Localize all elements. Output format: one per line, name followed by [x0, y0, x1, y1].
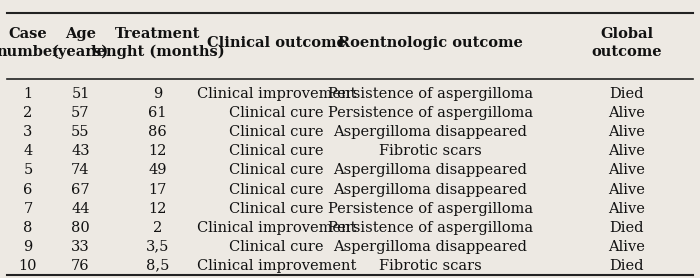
Text: Died: Died [609, 259, 644, 273]
Text: 5: 5 [23, 163, 33, 177]
Text: Alive: Alive [608, 163, 645, 177]
Text: Fibrotic scars: Fibrotic scars [379, 259, 482, 273]
Text: Global
outcome: Global outcome [592, 28, 662, 59]
Text: Case
number: Case number [0, 28, 60, 59]
Text: Clinical outcome: Clinical outcome [207, 36, 346, 50]
Text: Clinical cure: Clinical cure [230, 106, 323, 120]
Text: Persistence of aspergilloma: Persistence of aspergilloma [328, 106, 533, 120]
Text: Alive: Alive [608, 106, 645, 120]
Text: 44: 44 [71, 202, 90, 215]
Text: Persistence of aspergilloma: Persistence of aspergilloma [328, 87, 533, 101]
Text: 8: 8 [23, 221, 33, 235]
Text: Clinical improvement: Clinical improvement [197, 221, 356, 235]
Text: 2: 2 [153, 221, 162, 235]
Text: 61: 61 [148, 106, 167, 120]
Text: Clinical improvement: Clinical improvement [197, 259, 356, 273]
Text: 6: 6 [23, 183, 33, 197]
Text: Clinical cure: Clinical cure [230, 163, 323, 177]
Text: 10: 10 [19, 259, 37, 273]
Text: Persistence of aspergilloma: Persistence of aspergilloma [328, 221, 533, 235]
Text: Alive: Alive [608, 183, 645, 197]
Text: Fibrotic scars: Fibrotic scars [379, 145, 482, 158]
Text: Treatment
lenght (months): Treatment lenght (months) [91, 27, 224, 59]
Text: 3,5: 3,5 [146, 240, 169, 254]
Text: 51: 51 [71, 87, 90, 101]
Text: 3: 3 [23, 125, 33, 139]
Text: 76: 76 [71, 259, 90, 273]
Text: Died: Died [609, 87, 644, 101]
Text: Clinical cure: Clinical cure [230, 145, 323, 158]
Text: Alive: Alive [608, 202, 645, 215]
Text: Clinical cure: Clinical cure [230, 125, 323, 139]
Text: 67: 67 [71, 183, 90, 197]
Text: Alive: Alive [608, 125, 645, 139]
Text: Died: Died [609, 221, 644, 235]
Text: 86: 86 [148, 125, 167, 139]
Text: 12: 12 [148, 145, 167, 158]
Text: 74: 74 [71, 163, 90, 177]
Text: Aspergilloma disappeared: Aspergilloma disappeared [334, 125, 527, 139]
Text: 49: 49 [148, 163, 167, 177]
Text: Clinical cure: Clinical cure [230, 240, 323, 254]
Text: Alive: Alive [608, 240, 645, 254]
Text: 2: 2 [23, 106, 33, 120]
Text: Aspergilloma disappeared: Aspergilloma disappeared [334, 183, 527, 197]
Text: 43: 43 [71, 145, 90, 158]
Text: Clinical cure: Clinical cure [230, 183, 323, 197]
Text: 57: 57 [71, 106, 90, 120]
Text: Age
(years): Age (years) [52, 27, 109, 59]
Text: 80: 80 [71, 221, 90, 235]
Text: 17: 17 [148, 183, 167, 197]
Text: Alive: Alive [608, 145, 645, 158]
Text: 33: 33 [71, 240, 90, 254]
Text: 8,5: 8,5 [146, 259, 169, 273]
Text: 55: 55 [71, 125, 90, 139]
Text: Clinical improvement: Clinical improvement [197, 87, 356, 101]
Text: 9: 9 [153, 87, 162, 101]
Text: Aspergilloma disappeared: Aspergilloma disappeared [334, 163, 527, 177]
Text: Roentnologic outcome: Roentnologic outcome [338, 36, 523, 50]
Text: Persistence of aspergilloma: Persistence of aspergilloma [328, 202, 533, 215]
Text: 4: 4 [23, 145, 33, 158]
Text: 1: 1 [23, 87, 33, 101]
Text: Aspergilloma disappeared: Aspergilloma disappeared [334, 240, 527, 254]
Text: Clinical cure: Clinical cure [230, 202, 323, 215]
Text: 9: 9 [23, 240, 33, 254]
Text: 7: 7 [23, 202, 33, 215]
Text: 12: 12 [148, 202, 167, 215]
